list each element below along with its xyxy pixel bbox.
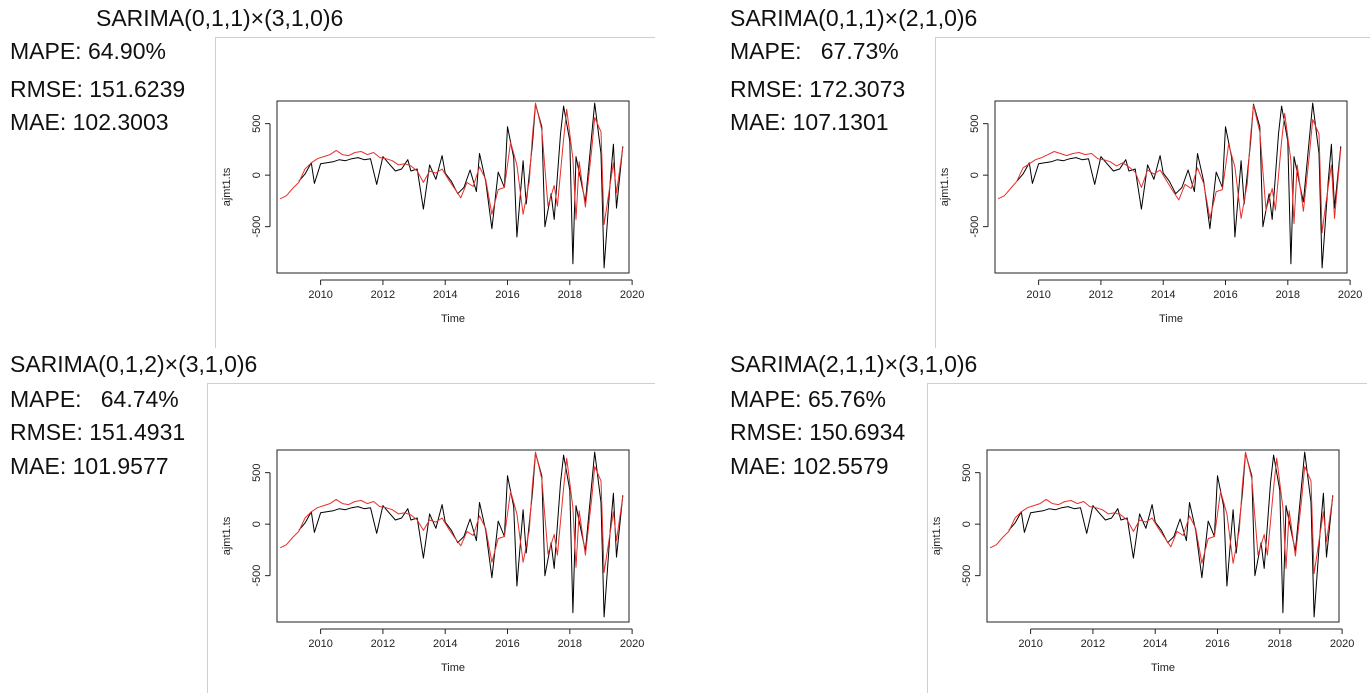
y-tick-label: 500 <box>961 463 973 481</box>
x-tick-label: 2014 <box>1143 638 1167 650</box>
x-tick-label: 2014 <box>433 289 457 301</box>
series-line-red <box>279 102 624 226</box>
x-tick-label: 2010 <box>1018 638 1042 650</box>
x-axis-label: Time <box>1159 313 1183 325</box>
plot-svg: 2010 2012 2014 2016 2018 2020 -500 0 500 Time ajmt… <box>931 449 1354 674</box>
x-axis-label: Time <box>441 313 465 325</box>
x-tick-label: 2018 <box>558 289 582 301</box>
y-tick-label: 0 <box>251 172 263 178</box>
series-line-red <box>989 451 1334 575</box>
y-tick-label: 500 <box>251 114 263 132</box>
rmse-metric: RMSE: 172.3073 <box>730 76 906 102</box>
y-axis-label: ajmt1.ts <box>931 516 943 555</box>
x-tick-label: 2016 <box>1205 638 1229 650</box>
plot-frame <box>276 100 630 274</box>
x-tick-label: 2020 <box>620 638 644 650</box>
frame-left-border <box>215 37 216 348</box>
x-tick-label: 2010 <box>308 289 332 301</box>
y-tick-label: 500 <box>251 463 263 481</box>
x-tick-label: 2020 <box>1338 289 1362 301</box>
y-tick-label: -500 <box>251 565 263 587</box>
frame-top-border <box>935 37 1370 38</box>
y-tick-label: -500 <box>961 565 973 587</box>
line-plot: 2010 2012 2014 2016 2018 2020 -500 0 500 Time ajmt… <box>938 95 1368 340</box>
plot-frame <box>986 449 1340 623</box>
x-tick-label: 2012 <box>371 289 395 301</box>
model-title: SARIMA(2,1,1)×(3,1,0)6 <box>730 351 978 377</box>
mae-metric: MAE: 102.3003 <box>10 109 169 135</box>
y-tick-label: 0 <box>961 521 973 527</box>
series-line-red <box>279 451 624 574</box>
x-tick-label: 2020 <box>620 289 644 301</box>
plot-svg: 2010 2012 2014 2016 2018 2020 -500 0 500 Time ajmt… <box>221 449 644 674</box>
line-plot: 2010 2012 2014 2016 2018 2020 -500 0 500 Time ajmt… <box>220 95 650 340</box>
rmse-metric: RMSE: 151.4931 <box>10 419 186 445</box>
plot-svg: 2010 2012 2014 2016 2018 2020 -500 0 500 Time ajmt… <box>221 100 644 325</box>
x-tick-label: 2020 <box>1330 638 1354 650</box>
y-tick-label: 0 <box>969 172 981 178</box>
frame-top-border <box>927 383 1367 384</box>
model-title: SARIMA(0,1,1)×(3,1,0)6 <box>96 5 344 31</box>
frame-top-border <box>215 37 655 38</box>
x-tick-label: 2016 <box>495 289 519 301</box>
x-tick-label: 2012 <box>1081 638 1105 650</box>
y-tick-label: -500 <box>251 216 263 238</box>
y-axis-label: ajmt1.ts <box>939 167 951 206</box>
y-tick-label: -500 <box>969 216 981 238</box>
x-tick-label: 2014 <box>433 638 457 650</box>
line-plot: 2010 2012 2014 2016 2018 2020 -500 0 500 Time ajmt… <box>930 444 1360 689</box>
x-tick-label: 2018 <box>558 638 582 650</box>
mape-metric: MAPE: 67.73% <box>730 38 899 64</box>
y-tick-label: 0 <box>251 521 263 527</box>
model-title: SARIMA(0,1,1)×(2,1,0)6 <box>730 5 978 31</box>
frame-top-border <box>207 383 655 384</box>
x-tick-label: 2014 <box>1151 289 1175 301</box>
plot-svg: 2010 2012 2014 2016 2018 2020 -500 0 500 Time ajmt… <box>939 100 1362 325</box>
rmse-metric: RMSE: 150.6934 <box>730 419 906 445</box>
x-axis-label: Time <box>441 662 465 674</box>
x-tick-label: 2010 <box>1026 289 1050 301</box>
y-axis-label: ajmt1.ts <box>221 167 233 206</box>
x-tick-label: 2018 <box>1268 638 1292 650</box>
model-title: SARIMA(0,1,2)×(3,1,0)6 <box>10 351 258 377</box>
mae-metric: MAE: 102.5579 <box>730 453 889 479</box>
mape-metric: MAPE: 64.90% <box>10 38 166 64</box>
x-axis-label: Time <box>1151 662 1175 674</box>
mape-metric: MAPE: 64.74% <box>10 386 179 412</box>
x-tick-label: 2012 <box>1089 289 1113 301</box>
x-tick-label: 2016 <box>495 638 519 650</box>
frame-left-border <box>927 383 928 693</box>
x-tick-label: 2016 <box>1213 289 1237 301</box>
rmse-metric: RMSE: 151.6239 <box>10 76 186 102</box>
x-tick-label: 2010 <box>308 638 332 650</box>
line-plot: 2010 2012 2014 2016 2018 2020 -500 0 500 Time ajmt… <box>220 444 650 689</box>
mae-metric: MAE: 101.9577 <box>10 453 169 479</box>
plot-frame <box>994 100 1348 274</box>
mape-metric: MAPE: 65.76% <box>730 386 886 412</box>
y-axis-label: ajmt1.ts <box>221 516 233 555</box>
series-line-red <box>997 104 1342 234</box>
y-tick-label: 500 <box>969 114 981 132</box>
frame-left-border <box>207 383 208 693</box>
mae-metric: MAE: 107.1301 <box>730 109 889 135</box>
x-tick-label: 2018 <box>1276 289 1300 301</box>
frame-left-border <box>935 37 936 348</box>
x-tick-label: 2012 <box>371 638 395 650</box>
plot-frame <box>276 449 630 623</box>
